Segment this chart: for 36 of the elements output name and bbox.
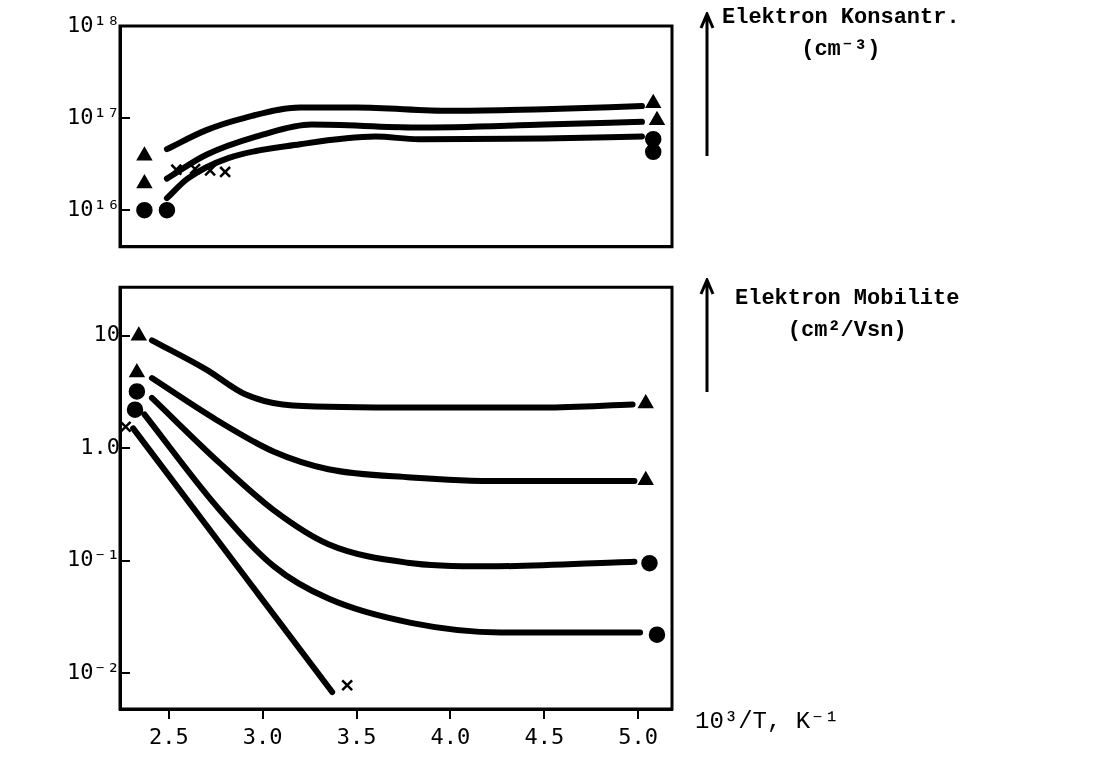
y-tick-label: 10¹⁸ <box>67 11 120 37</box>
point <box>137 147 152 161</box>
point <box>218 165 232 179</box>
point <box>340 679 354 692</box>
x-tick-label: 4.0 <box>430 723 471 749</box>
point <box>203 164 217 177</box>
y-axis-title: Elektron Konsantr. (cm⁻³) <box>722 4 960 64</box>
point <box>644 130 662 148</box>
y-tick-label: 10¹⁶ <box>67 195 120 221</box>
point <box>136 201 153 219</box>
y-tick-label: 1.0 <box>80 433 120 459</box>
point <box>188 162 202 176</box>
x-axis-title: 10³/T, K⁻¹ <box>695 707 840 737</box>
point <box>170 163 183 176</box>
point <box>158 201 176 219</box>
point <box>137 175 152 189</box>
point <box>645 94 661 108</box>
point <box>649 111 665 125</box>
point <box>638 395 654 409</box>
point <box>128 383 146 400</box>
x-tick-label: 2.5 <box>148 723 189 749</box>
point <box>641 554 658 572</box>
x-tick-label: 5.0 <box>618 723 659 749</box>
point <box>131 327 147 341</box>
point <box>638 471 654 485</box>
point <box>648 626 666 643</box>
y-tick-label: 10¹⁷ <box>67 103 120 129</box>
y-tick-label: 10⁻² <box>67 658 120 684</box>
x-tick-label: 3.0 <box>242 723 283 749</box>
point <box>129 364 145 378</box>
y-axis-title: Elektron Mobilite (cm²/Vsn) <box>735 285 960 345</box>
y-tick-label: 10⁻¹ <box>67 546 120 572</box>
y-tick-label: 10 <box>93 321 120 347</box>
x-tick-label: 4.5 <box>524 723 565 749</box>
point <box>126 401 144 418</box>
x-tick-label: 3.5 <box>336 723 377 749</box>
